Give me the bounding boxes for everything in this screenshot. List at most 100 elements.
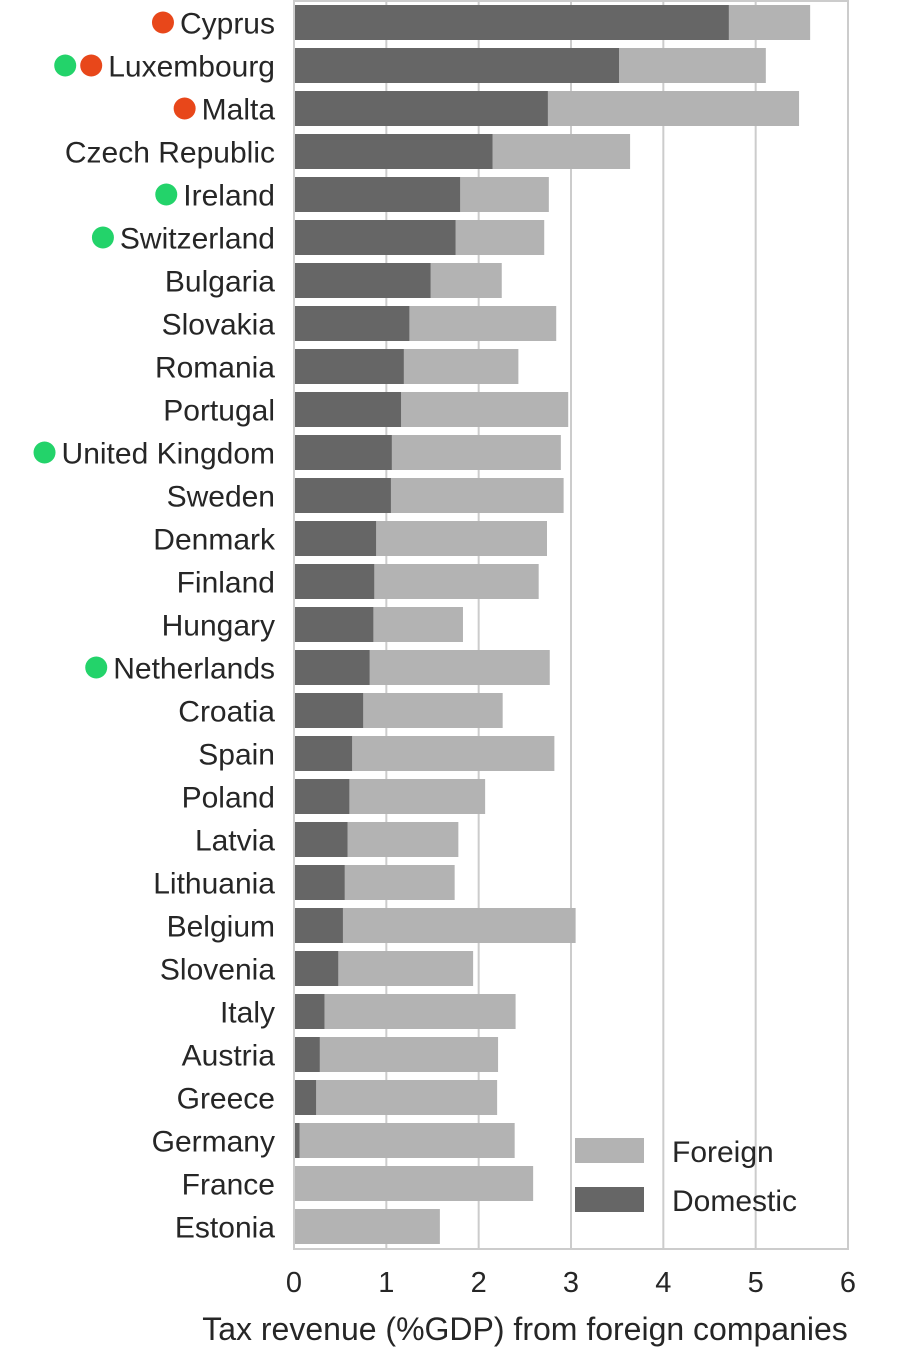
category-label-germany: Germany: [152, 1126, 275, 1159]
marker-dot-ireland-0: [155, 183, 178, 206]
category-label-netherlands: Netherlands: [113, 653, 275, 686]
bar-domestic-austria: [294, 1037, 320, 1072]
category-label-estonia: Estonia: [175, 1212, 275, 1245]
category-label-romania: Romania: [155, 352, 275, 385]
bar-foreign-latvia: [347, 822, 459, 857]
legend-label-domestic: Domestic: [672, 1185, 797, 1218]
category-label-portugal: Portugal: [163, 395, 275, 428]
bar-domestic-germany: [294, 1123, 300, 1158]
bar-foreign-lithuania: [344, 865, 455, 900]
bar-domestic-slovenia: [294, 951, 339, 986]
bar-domestic-romania: [294, 349, 404, 384]
bar-domestic-greece: [294, 1080, 317, 1115]
bar-domestic-croatia: [294, 693, 364, 728]
category-label-bulgaria: Bulgaria: [165, 266, 275, 299]
bar-foreign-germany: [299, 1123, 515, 1158]
category-label-latvia: Latvia: [195, 825, 275, 858]
marker-dot-luxembourg-0: [54, 54, 77, 77]
bar-domestic-netherlands: [294, 650, 370, 685]
x-tick-1: 1: [378, 1267, 394, 1299]
bar-foreign-poland: [349, 779, 486, 814]
marker-dot-luxembourg-1: [80, 54, 103, 77]
category-label-united-kingdom: United Kingdom: [62, 438, 275, 471]
category-label-austria: Austria: [182, 1040, 276, 1073]
bar-foreign-slovakia: [409, 306, 557, 341]
bar-foreign-denmark: [376, 521, 547, 556]
country-markers: [33, 11, 196, 679]
legend-label-foreign: Foreign: [672, 1136, 774, 1169]
bar-foreign-italy: [324, 994, 516, 1029]
bar-domestic-lithuania: [294, 865, 345, 900]
bar-domestic-bulgaria: [294, 263, 431, 298]
bar-domestic-belgium: [294, 908, 343, 943]
bars-layer: [294, 5, 811, 1244]
bar-domestic-slovakia: [294, 306, 410, 341]
plot-frame: [293, 0, 849, 1250]
x-tick-3: 3: [563, 1267, 579, 1299]
x-tick-labels: 0 1 2 3 4 5 6: [286, 1267, 856, 1299]
bar-domestic-italy: [294, 994, 325, 1029]
bar-domestic-switzerland: [294, 220, 456, 255]
category-label-ireland: Ireland: [183, 180, 275, 213]
legend-swatch-domestic: [575, 1187, 644, 1212]
bar-foreign-united-kingdom: [391, 435, 561, 470]
x-tick-5: 5: [748, 1267, 764, 1299]
marker-dot-switzerland-0: [91, 226, 114, 249]
bar-foreign-greece: [316, 1080, 498, 1115]
bar-domestic-czech-republic: [294, 134, 493, 169]
bar-foreign-switzerland: [455, 220, 545, 255]
bar-foreign-spain: [352, 736, 555, 771]
x-tick-2: 2: [471, 1267, 487, 1299]
bar-domestic-malta: [294, 91, 548, 126]
bar-foreign-portugal: [401, 392, 569, 427]
category-label-luxembourg: Luxembourg: [108, 51, 275, 84]
legend: Foreign Domestic: [575, 1136, 797, 1218]
category-label-belgium: Belgium: [167, 911, 275, 944]
legend-swatch-foreign: [575, 1138, 644, 1163]
x-tick-4: 4: [655, 1267, 671, 1299]
marker-dot-malta-0: [173, 97, 196, 120]
bar-foreign-sweden: [390, 478, 564, 513]
bar-foreign-slovenia: [338, 951, 474, 986]
bar-foreign-czech-republic: [492, 134, 631, 169]
category-label-slovakia: Slovakia: [162, 309, 276, 342]
x-tick-0: 0: [286, 1267, 302, 1299]
bar-foreign-romania: [403, 349, 519, 384]
marker-dot-netherlands-0: [85, 656, 108, 679]
bar-domestic-latvia: [294, 822, 348, 857]
bar-domestic-luxembourg: [294, 48, 620, 83]
category-label-czech-republic: Czech Republic: [65, 137, 275, 170]
bar-foreign-belgium: [342, 908, 576, 943]
bar-foreign-france: [294, 1166, 534, 1201]
x-axis-title: Tax revenue (%GDP) from foreign companie…: [202, 1311, 848, 1347]
marker-dot-cyprus-0: [151, 11, 174, 34]
bar-domestic-portugal: [294, 392, 402, 427]
bar-domestic-denmark: [294, 521, 377, 556]
bar-foreign-austria: [319, 1037, 499, 1072]
category-label-slovenia: Slovenia: [160, 954, 275, 987]
category-label-cyprus: Cyprus: [180, 8, 275, 41]
category-label-france: France: [182, 1169, 275, 1202]
category-label-greece: Greece: [177, 1083, 275, 1116]
bar-foreign-cyprus: [728, 5, 811, 40]
category-label-italy: Italy: [220, 997, 275, 1030]
bar-foreign-ireland: [460, 177, 549, 212]
bar-foreign-finland: [374, 564, 539, 599]
category-label-spain: Spain: [198, 739, 275, 772]
bar-foreign-estonia: [294, 1209, 440, 1244]
bar-domestic-united-kingdom: [294, 435, 392, 470]
category-label-croatia: Croatia: [178, 696, 275, 729]
bar-foreign-hungary: [373, 607, 463, 642]
bar-foreign-bulgaria: [430, 263, 502, 298]
category-label-poland: Poland: [182, 782, 275, 815]
marker-dot-united-kingdom-0: [33, 441, 56, 464]
category-label-lithuania: Lithuania: [153, 868, 275, 901]
category-label-denmark: Denmark: [153, 524, 276, 557]
category-label-malta: Malta: [202, 94, 276, 127]
bar-domestic-cyprus: [294, 5, 729, 40]
bar-domestic-poland: [294, 779, 350, 814]
bar-domestic-ireland: [294, 177, 461, 212]
category-label-finland: Finland: [177, 567, 275, 600]
